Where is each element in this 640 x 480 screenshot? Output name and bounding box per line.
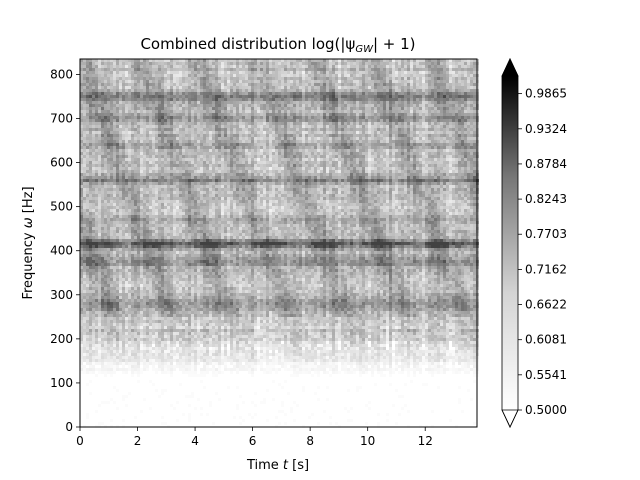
heatmap: [80, 59, 479, 428]
colorbar-tick-label: 0.7703: [525, 227, 567, 241]
colorbar-extend-max: [501, 58, 519, 77]
colorbar-tick-label: 0.8784: [525, 157, 567, 171]
x-tick-label: 0: [76, 434, 84, 448]
y-tick-label: 700: [50, 111, 73, 125]
y-tick-label: 100: [50, 376, 73, 390]
y-tick-label: 200: [50, 332, 73, 346]
x-tick-label: 6: [249, 434, 257, 448]
x-axis: 0 2 4 6 8 10 12: [76, 427, 433, 448]
x-tick-label: 2: [134, 434, 142, 448]
colorbar: 0.5000 0.5541 0.6081 0.6622 0.7162 0.7703 0.82…: [501, 58, 567, 428]
colorbar-tick-label: 0.7162: [525, 262, 567, 276]
y-axis: 0 100 200 300 400 500 600 700 800: [50, 67, 80, 434]
y-tick-label: 300: [50, 288, 73, 302]
chart-title: Combined distribution log(|ψGW| + 1): [140, 35, 415, 55]
colorbar-extend-min: [501, 409, 519, 428]
x-tick-label: 8: [306, 434, 314, 448]
colorbar-tick-label: 0.8243: [525, 192, 567, 206]
colorbar-tick-label: 0.5541: [525, 368, 567, 382]
x-tick-label: 10: [360, 434, 375, 448]
y-axis-label: Frequency ω [Hz]: [21, 186, 36, 299]
x-tick-label: 4: [191, 434, 199, 448]
colorbar-tick-label: 0.9324: [525, 122, 567, 136]
y-tick-label: 600: [50, 156, 73, 170]
plot-frame: [79, 58, 478, 428]
y-tick-label: 800: [50, 67, 73, 81]
y-tick-label: 500: [50, 200, 73, 214]
y-tick-label: 0: [65, 420, 73, 434]
colorbar-tick-label: 0.6081: [525, 333, 567, 347]
x-axis-label: Time t [s]: [246, 458, 309, 473]
colorbar-tick-label: 0.9865: [525, 87, 567, 101]
colorbar-tick-label: 0.6622: [525, 298, 567, 312]
colorbar-gradient: [502, 76, 518, 410]
colorbar-ticks: 0.5000 0.5541 0.6081 0.6622 0.7162 0.7703 0.82…: [518, 87, 567, 417]
colorbar-tick-label: 0.5000: [525, 403, 567, 417]
y-tick-label: 400: [50, 244, 73, 258]
x-tick-label: 12: [418, 434, 433, 448]
